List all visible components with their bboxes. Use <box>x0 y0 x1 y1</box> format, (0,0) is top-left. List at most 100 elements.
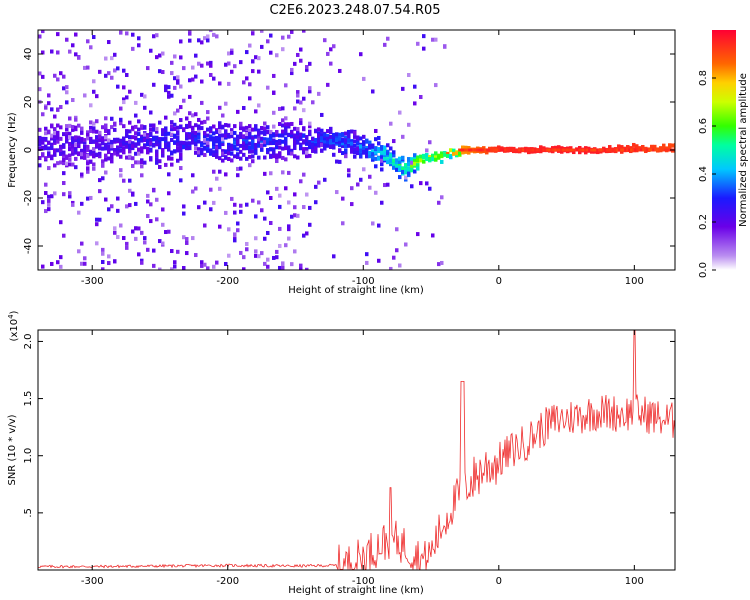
heatmap-cell <box>263 130 267 135</box>
heatmap-cell <box>290 151 294 156</box>
heatmap-cell <box>317 139 321 144</box>
heatmap-cell <box>89 103 93 108</box>
heatmap-cell <box>95 222 99 227</box>
heatmap-cell <box>284 128 288 133</box>
heatmap-cell <box>662 146 666 151</box>
heatmap-cell <box>320 128 324 133</box>
heatmap-cell <box>329 130 333 135</box>
heatmap-cell <box>666 148 669 152</box>
heatmap-cell <box>455 153 459 158</box>
heatmap-cell <box>173 149 177 154</box>
heatmap-cell <box>326 140 330 145</box>
heatmap-cell <box>269 196 273 201</box>
heatmap-cell <box>239 203 243 208</box>
heatmap-cell <box>550 148 553 152</box>
heatmap-cell <box>248 154 252 159</box>
heatmap-cell <box>584 150 588 155</box>
heatmap-cell <box>119 30 123 35</box>
heatmap-cell <box>215 135 219 140</box>
heatmap-cell <box>359 177 363 182</box>
heatmap-cell <box>209 30 213 33</box>
heatmap-cell <box>113 148 117 153</box>
heatmap-cell <box>227 151 231 156</box>
heatmap-cell <box>215 153 219 158</box>
heatmap-cell <box>113 230 117 235</box>
heatmap-cell <box>158 69 162 74</box>
heatmap-cell <box>218 142 222 147</box>
heatmap-cell <box>554 148 557 152</box>
heatmap-cell <box>152 123 156 128</box>
heatmap-cell <box>413 153 417 158</box>
heatmap-cell <box>203 36 207 41</box>
heatmap-cell <box>251 31 255 36</box>
heatmap-cell <box>203 130 207 135</box>
heatmap-cell <box>68 135 72 140</box>
heatmap-cell <box>254 145 258 150</box>
heatmap-cell <box>254 214 258 219</box>
heatmap-cell <box>413 101 417 106</box>
heatmap-cell <box>119 173 123 178</box>
heatmap-cell <box>152 263 156 268</box>
heatmap-cell <box>598 148 601 152</box>
heatmap-cell <box>104 146 108 151</box>
heatmap-cell <box>230 69 234 74</box>
heatmap-cell <box>416 232 420 237</box>
heatmap-cell <box>98 178 102 183</box>
heatmap-cell <box>368 185 372 190</box>
heatmap-cell <box>68 153 72 158</box>
heatmap-cell <box>224 101 228 106</box>
heatmap-cell <box>380 150 384 155</box>
heatmap-cell <box>50 124 54 129</box>
heatmap-cell <box>401 169 405 174</box>
heatmap-cell <box>230 128 234 133</box>
heatmap-cell <box>191 113 195 118</box>
heatmap-cell <box>329 126 333 131</box>
heatmap-cell <box>260 136 264 141</box>
heatmap-cell <box>170 93 174 98</box>
heatmap-cell <box>308 132 312 137</box>
heatmap-cell <box>86 130 90 135</box>
heatmap-cell <box>83 261 87 266</box>
heatmap-cell <box>281 118 285 123</box>
heatmap-cell <box>161 222 165 227</box>
heatmap-cell <box>272 150 276 155</box>
heatmap-cell <box>80 130 84 135</box>
heatmap-cell <box>50 145 54 150</box>
heatmap-cell <box>383 145 387 150</box>
heatmap-cell <box>167 142 171 147</box>
heatmap-cell <box>275 157 279 162</box>
heatmap-cell <box>74 142 78 147</box>
heatmap-cell <box>314 143 318 148</box>
heatmap-cell <box>383 156 387 161</box>
heatmap-cell <box>155 157 159 162</box>
heatmap-cell <box>299 118 303 123</box>
heatmap-cell <box>332 140 336 145</box>
heatmap-cell <box>644 148 647 152</box>
heatmap-cell <box>263 121 267 126</box>
heatmap-cell <box>551 146 555 151</box>
heatmap-cell <box>158 145 162 150</box>
y-tick-label: 40 <box>23 48 34 61</box>
heatmap-cell <box>200 147 204 152</box>
heatmap-cell <box>143 145 147 150</box>
heatmap-cell <box>128 141 132 146</box>
heatmap-cell <box>221 133 225 138</box>
heatmap-cell <box>281 133 285 138</box>
heatmap-cell <box>290 30 294 34</box>
heatmap-cell <box>236 134 240 139</box>
heatmap-cell <box>149 123 153 128</box>
heatmap-cell <box>191 173 195 178</box>
heatmap-cell <box>308 143 312 148</box>
heatmap-cell <box>389 266 393 270</box>
heatmap-cell <box>338 132 342 137</box>
heatmap-cell <box>101 137 105 142</box>
heatmap-cell <box>221 137 225 142</box>
heatmap-cell <box>38 71 42 76</box>
heatmap-cell <box>191 130 195 135</box>
heatmap-cell <box>170 267 174 270</box>
y-tick-label: -20 <box>23 190 34 206</box>
heatmap-cell <box>227 134 231 139</box>
heatmap-cell <box>257 155 261 160</box>
heatmap-cell <box>236 221 240 226</box>
heatmap-cell <box>272 110 276 115</box>
